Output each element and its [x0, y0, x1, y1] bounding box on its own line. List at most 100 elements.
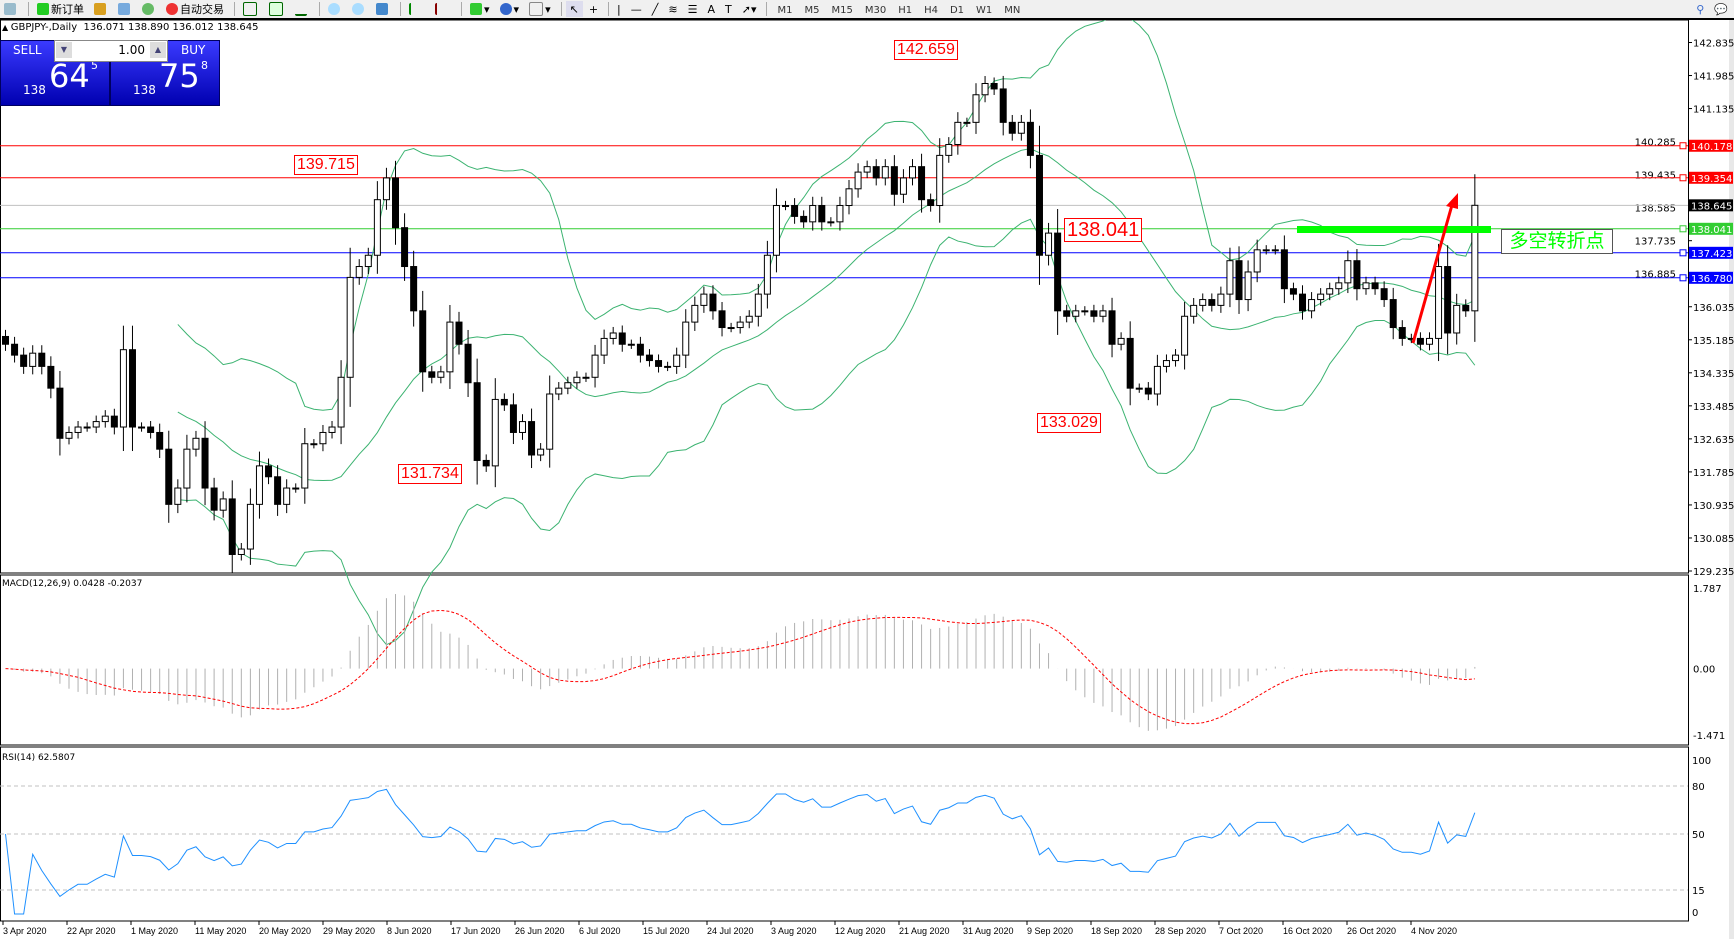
vertical-line-button[interactable]: | [613, 1, 625, 17]
timeframe-d1[interactable]: D1 [949, 4, 965, 16]
fibonacci-button[interactable]: ≋ [664, 1, 681, 17]
cursor-button[interactable]: ↖ [565, 1, 583, 17]
search-button[interactable]: ⚲ [1692, 1, 1708, 17]
candle-body [1435, 266, 1443, 339]
shift-icon [435, 3, 449, 15]
bar-chart-button[interactable] [239, 1, 263, 17]
candle-body [38, 352, 46, 367]
fibo-retracement-button[interactable]: ☰ [684, 1, 702, 17]
price-tag-label: 138.645 [1691, 201, 1732, 212]
tile-windows-button[interactable] [372, 1, 394, 17]
zoom-tool-button[interactable] [0, 1, 22, 17]
line-chart-icon [295, 2, 307, 16]
signals-button[interactable] [138, 1, 160, 17]
price-tick-label: 142.835 [1693, 39, 1734, 50]
auto-trading-button[interactable]: 自动交易 [162, 1, 228, 17]
terminal-button[interactable] [114, 1, 136, 17]
candle [899, 169, 907, 203]
increase-lot-button[interactable]: ▲ [150, 42, 166, 58]
candle [772, 188, 780, 273]
candle [936, 138, 944, 223]
candle [11, 336, 19, 363]
candle-body [410, 266, 418, 312]
candle-body [772, 205, 780, 256]
candle-body [138, 426, 146, 429]
candle [1153, 354, 1161, 406]
timeframe-h1[interactable]: H1 [898, 4, 913, 16]
chart-shift-button[interactable] [431, 1, 455, 17]
candle-body [809, 205, 817, 223]
zoom-out-button[interactable] [348, 1, 370, 17]
line-handle [1679, 249, 1687, 257]
candle-body [528, 421, 536, 456]
candle-body [355, 266, 363, 278]
market-watch-button[interactable] [90, 1, 112, 17]
lot-size-stepper[interactable]: ▼ 1.00 ▲ [54, 40, 168, 62]
timeframe-m30[interactable]: M30 [864, 4, 887, 16]
horizontal-line-button[interactable]: — [627, 1, 646, 17]
decrease-lot-button[interactable]: ▼ [56, 42, 72, 58]
arrows-button[interactable]: ➚▾ [738, 1, 761, 17]
vertical-scrollbar[interactable] [1729, 20, 1734, 939]
date-label: 12 Aug 2020 [835, 926, 886, 936]
rsi-tick-label: 80 [1692, 782, 1705, 793]
new-order-button[interactable]: 新订单 [33, 1, 88, 17]
symbol-label: GBPJPY-,Daily [10, 22, 78, 33]
crosshair-button[interactable]: + [585, 1, 602, 17]
candle-body [228, 498, 236, 555]
candle-body [1471, 204, 1479, 312]
periods-button[interactable]: ▾ [496, 1, 524, 17]
date-label: 20 May 2020 [259, 926, 311, 936]
candle-body [1045, 232, 1053, 256]
toolbar-divider [400, 2, 401, 16]
text-label-button[interactable]: T [721, 1, 736, 17]
date-label: 3 Apr 2020 [3, 926, 47, 936]
candle-body [936, 154, 944, 207]
candle [927, 193, 935, 212]
lot-size-value[interactable]: 1.00 [118, 43, 145, 57]
timeframe-m5[interactable]: M5 [804, 4, 820, 16]
candle-chart-button[interactable] [265, 1, 289, 17]
chat-button[interactable]: 💬 [1710, 1, 1732, 17]
candle [1181, 301, 1189, 370]
candle-body [47, 365, 55, 389]
candle [990, 77, 998, 95]
candle-body [745, 315, 753, 323]
candle [618, 325, 626, 352]
candle [373, 181, 381, 274]
zoom-in-button[interactable] [324, 1, 346, 17]
candle [20, 347, 28, 374]
text-button[interactable]: A [703, 1, 719, 17]
candle-body [954, 121, 962, 146]
line-chart-button[interactable] [291, 1, 313, 17]
date-label: 8 Jun 2020 [387, 926, 432, 936]
candle-body [682, 321, 690, 356]
timeframe-w1[interactable]: W1 [976, 4, 993, 16]
timeframe-m1[interactable]: M1 [777, 4, 793, 16]
candle-body [1153, 365, 1161, 395]
candle-body [147, 426, 155, 433]
candle-body [736, 321, 744, 329]
indicators-button[interactable]: ▾ [466, 1, 494, 17]
timeframe-mn[interactable]: MN [1004, 4, 1021, 16]
candle [455, 311, 463, 355]
timeframe-m15[interactable]: M15 [831, 4, 853, 16]
trendline-button[interactable]: ╱ [648, 1, 663, 17]
candle-body [1063, 310, 1071, 317]
candle [809, 196, 817, 231]
templates-button[interactable]: ▾ [525, 1, 555, 17]
candle [437, 365, 445, 384]
candle-body [174, 487, 182, 505]
candle [29, 345, 37, 375]
candle-body [328, 426, 336, 433]
candle [1444, 245, 1452, 355]
timeframe-h4[interactable]: H4 [924, 4, 938, 16]
toolbar-divider [560, 2, 562, 16]
candlestick-icon [269, 2, 283, 16]
line-handle [1679, 174, 1687, 182]
candle-body [74, 426, 82, 433]
candle [1353, 249, 1361, 301]
auto-scroll-button[interactable] [405, 1, 429, 17]
candle-body [664, 365, 672, 368]
